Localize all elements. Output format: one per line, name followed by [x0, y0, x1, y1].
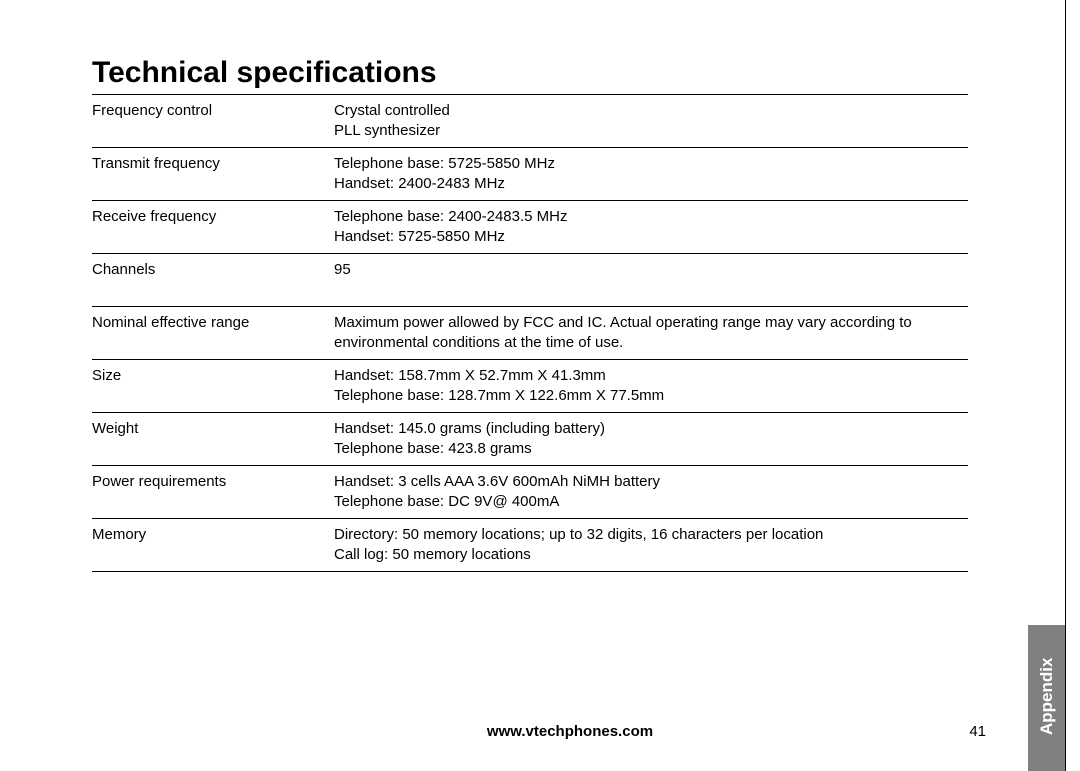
- spec-value-line: Telephone base: DC 9V@ 400mA: [334, 492, 964, 512]
- page-right-border: [1065, 0, 1066, 771]
- spec-value: Maximum power allowed by FCC and IC. Act…: [334, 307, 968, 360]
- page-content: Technical specifications Frequency contr…: [0, 0, 1060, 771]
- spec-value: Crystal controlledPLL synthesizer: [334, 95, 968, 148]
- spec-value-line: Handset: 145.0 grams (including battery): [334, 419, 964, 439]
- spec-value: Telephone base: 2400-2483.5 MHzHandset: …: [334, 201, 968, 254]
- spec-value-line: Telephone base: 423.8 grams: [334, 439, 964, 459]
- table-row: MemoryDirectory: 50 memory locations; up…: [92, 519, 968, 572]
- footer-page-number: 41: [969, 723, 986, 740]
- spec-label: Power requirements: [92, 466, 334, 519]
- appendix-tab-label: Appendix: [1037, 659, 1057, 735]
- spec-label: Nominal effective range: [92, 307, 334, 360]
- table-row: SizeHandset: 158.7mm X 52.7mm X 41.3mmTe…: [92, 360, 968, 413]
- page-title: Technical specifications: [92, 56, 968, 90]
- spec-value: Handset: 145.0 grams (including battery)…: [334, 413, 968, 466]
- spec-value-line: Maximum power allowed by FCC and IC. Act…: [334, 313, 964, 353]
- appendix-tab: Appendix: [1028, 625, 1066, 771]
- spec-label: Channels: [92, 254, 334, 307]
- spec-value: 95: [334, 254, 968, 307]
- spec-value-line: Handset: 3 cells AAA 3.6V 600mAh NiMH ba…: [334, 472, 964, 492]
- spec-value-line: PLL synthesizer: [334, 121, 964, 141]
- spec-label: Transmit frequency: [92, 148, 334, 201]
- spec-value-line: Handset: 2400-2483 MHz: [334, 174, 964, 194]
- table-row: WeightHandset: 145.0 grams (including ba…: [92, 413, 968, 466]
- table-row: Frequency controlCrystal controlledPLL s…: [92, 95, 968, 148]
- spec-value-line: Telephone base: 5725-5850 MHz: [334, 154, 964, 174]
- spec-value-line: [334, 280, 964, 300]
- spec-value-line: Telephone base: 2400-2483.5 MHz: [334, 207, 964, 227]
- table-row: Power requirementsHandset: 3 cells AAA 3…: [92, 466, 968, 519]
- table-row: Nominal effective rangeMaximum power all…: [92, 307, 968, 360]
- spec-value: Directory: 50 memory locations; up to 32…: [334, 519, 968, 572]
- table-row: Channels95: [92, 254, 968, 307]
- spec-label: Memory: [92, 519, 334, 572]
- spec-value: Handset: 158.7mm X 52.7mm X 41.3mmTeleph…: [334, 360, 968, 413]
- spec-value-line: Crystal controlled: [334, 101, 964, 121]
- spec-table: Frequency controlCrystal controlledPLL s…: [92, 94, 968, 572]
- spec-value-line: Handset: 5725-5850 MHz: [334, 227, 964, 247]
- spec-value-line: Handset: 158.7mm X 52.7mm X 41.3mm: [334, 366, 964, 386]
- spec-value-line: Directory: 50 memory locations; up to 32…: [334, 525, 964, 545]
- spec-label: Size: [92, 360, 334, 413]
- table-row: Receive frequencyTelephone base: 2400-24…: [92, 201, 968, 254]
- spec-value-line: 95: [334, 260, 964, 280]
- spec-label: Frequency control: [92, 95, 334, 148]
- spec-value: Handset: 3 cells AAA 3.6V 600mAh NiMH ba…: [334, 466, 968, 519]
- page-footer: www.vtechphones.com 41: [92, 723, 1048, 747]
- spec-value-line: Telephone base: 128.7mm X 122.6mm X 77.5…: [334, 386, 964, 406]
- spec-value-line: Call log: 50 memory locations: [334, 545, 964, 565]
- table-row: Transmit frequencyTelephone base: 5725-5…: [92, 148, 968, 201]
- spec-label: Weight: [92, 413, 334, 466]
- spec-value: Telephone base: 5725-5850 MHzHandset: 24…: [334, 148, 968, 201]
- spec-label: Receive frequency: [92, 201, 334, 254]
- footer-url: www.vtechphones.com: [487, 723, 653, 740]
